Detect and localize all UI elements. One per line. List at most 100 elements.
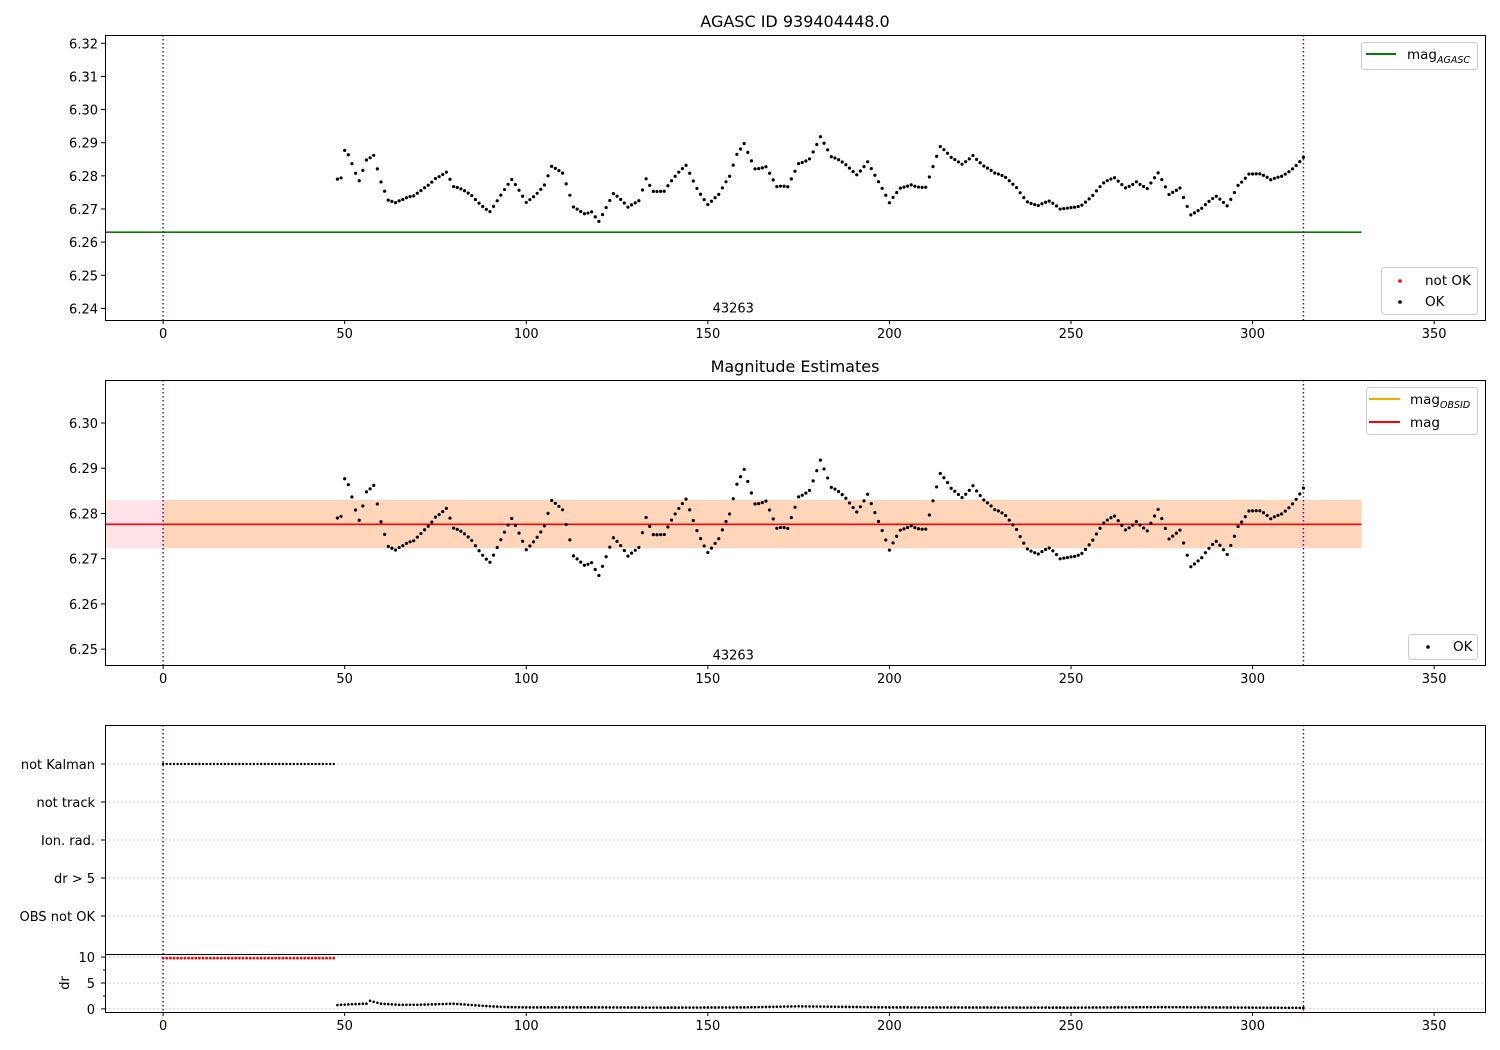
estimates-ok-point — [956, 492, 961, 497]
estimates-ok-point — [1276, 513, 1280, 517]
estimates-ok-point — [942, 476, 946, 480]
estimates-ok-point — [553, 501, 557, 505]
agasc-ok-point — [571, 205, 576, 209]
agasc-ok-point — [793, 169, 797, 173]
flags-x-tick-label: 0 — [159, 1019, 167, 1034]
estimates-ok-point — [1272, 515, 1276, 519]
agasc-ok-point — [412, 194, 416, 198]
agasc-ok-point — [521, 194, 525, 198]
legend-ok-label-2: OK — [1453, 639, 1474, 655]
dr-ok-point — [336, 1003, 339, 1007]
dr-ok-point — [957, 1006, 960, 1009]
agasc-ok-point — [491, 204, 496, 208]
estimates-ok-point — [1301, 486, 1306, 490]
dr-not-ok-point — [227, 956, 230, 960]
agasc-ok-point — [1211, 196, 1215, 201]
agasc-ok-point — [1174, 188, 1178, 192]
agasc-ok-point — [448, 177, 452, 181]
agasc-y-tick-label: 6.31 — [69, 70, 98, 85]
flags-panel: not Kalman not track Ion. rad. dr > 5 OBS no… — [20, 725, 1486, 1034]
agasc-ok-point — [441, 172, 445, 177]
dr-ok-point — [459, 1002, 463, 1006]
flag-point — [169, 762, 172, 766]
agasc-ok-point — [876, 180, 881, 184]
dr-ok-point — [1131, 1005, 1135, 1009]
dr-not-ok-point — [223, 956, 227, 960]
dr-not-ok-point — [241, 956, 245, 960]
flags-x-tick-label: 150 — [695, 1019, 720, 1034]
agasc-ok-point — [1243, 176, 1247, 180]
estimates-ok-point — [1094, 532, 1099, 536]
estimates-ok-point — [895, 534, 899, 538]
estimates-ok-point — [1054, 552, 1059, 557]
dr-ok-point — [561, 1006, 564, 1009]
estimates-ok-point — [920, 527, 924, 531]
dr-not-ok-point — [216, 956, 219, 960]
dr-ok-point — [568, 1006, 572, 1009]
estimates-ok-point — [390, 546, 394, 550]
dr-not-ok-point — [165, 956, 169, 960]
dr-ok-point — [539, 1006, 543, 1009]
dr-ok-point — [800, 1005, 804, 1008]
dr-ok-point — [913, 1006, 917, 1009]
dr-ok-point — [1160, 1005, 1164, 1009]
estimates-ok-point — [393, 548, 398, 552]
dr-ok-point — [833, 1005, 837, 1009]
estimates-legend-lower: OK — [1408, 634, 1478, 660]
dr-ok-point — [1073, 1006, 1076, 1009]
estimates-ok-point — [840, 493, 844, 497]
agasc-ok-point — [557, 169, 561, 173]
flag-point — [238, 762, 241, 766]
flag-point — [230, 762, 234, 766]
dr-ok-point — [1000, 1006, 1004, 1009]
estimates-ok-point — [1221, 548, 1226, 552]
dr-ok-point — [430, 1003, 434, 1006]
agasc-ok-point — [767, 171, 772, 175]
dr-ok-point — [357, 1002, 361, 1006]
estimates-ok-point — [760, 500, 764, 505]
flag-point — [161, 762, 165, 766]
dr-ok-point — [855, 1005, 859, 1009]
dr-ok-point — [1018, 1006, 1022, 1009]
dr-ok-point — [837, 1005, 840, 1009]
estimates-ok-point — [1102, 521, 1106, 525]
agasc-ok-point — [760, 166, 764, 170]
dr-not-ok-point — [314, 956, 318, 960]
estimates-ok-point — [419, 531, 423, 536]
flag-point — [249, 762, 252, 766]
agasc-ok-point — [731, 163, 735, 167]
agasc-ok-point — [539, 187, 543, 191]
agasc-ok-point — [735, 152, 739, 157]
agasc-ok-point — [1105, 179, 1109, 183]
estimates-ok-point — [1022, 541, 1026, 545]
agasc-ok-point — [775, 185, 779, 189]
dr-ok-point — [1196, 1005, 1200, 1009]
estimates-ok-point — [688, 508, 692, 512]
estimates-ok-point — [542, 524, 547, 528]
agasc-ok-point — [964, 160, 968, 164]
estimates-ok-point — [673, 512, 677, 516]
estimates-ok-point — [666, 525, 670, 529]
dr-ok-point — [949, 1006, 953, 1009]
estimates-ok-point — [684, 497, 688, 501]
agasc-ok-point — [564, 182, 568, 186]
estimates-ok-point — [724, 519, 728, 524]
dr-ok-point — [608, 1006, 612, 1009]
agasc-ok-point — [488, 209, 492, 214]
agasc-ok-point — [633, 201, 637, 205]
dr-ok-point — [819, 1005, 822, 1008]
dr-ok-point — [514, 1005, 517, 1009]
agasc-ok-point — [1229, 197, 1233, 201]
dr-y-tick-label: 5 — [87, 977, 95, 992]
estimates-ok-point — [797, 495, 801, 499]
flag-row-label: OBS not OK — [20, 910, 96, 925]
estimates-ok-point — [582, 563, 586, 567]
agasc-ok-point — [568, 193, 572, 197]
agasc-ok-point — [375, 167, 379, 171]
dr-not-ok-point — [208, 956, 212, 960]
dr-ok-point — [1193, 1005, 1196, 1009]
dr-ok-point — [1244, 1006, 1247, 1009]
dr-ok-point — [735, 1006, 739, 1009]
agasc-ok-point — [1290, 167, 1295, 171]
agasc-ok-point — [822, 141, 826, 145]
